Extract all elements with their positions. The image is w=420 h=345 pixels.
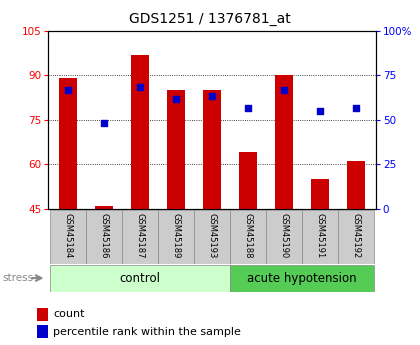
Text: percentile rank within the sample: percentile rank within the sample <box>53 327 241 336</box>
Bar <box>37 308 47 321</box>
Text: GSM45189: GSM45189 <box>172 214 181 259</box>
Bar <box>131 55 149 209</box>
Bar <box>338 210 374 264</box>
Text: count: count <box>53 309 85 319</box>
Point <box>245 105 252 111</box>
Bar <box>311 179 329 209</box>
Text: GSM45188: GSM45188 <box>244 213 252 259</box>
Point <box>137 85 144 90</box>
Point <box>353 105 360 111</box>
Point <box>317 108 323 114</box>
Point <box>173 96 179 102</box>
Bar <box>122 210 158 264</box>
Bar <box>50 265 230 292</box>
Text: GDS1251 / 1376781_at: GDS1251 / 1376781_at <box>129 12 291 26</box>
Bar <box>59 78 77 209</box>
Bar <box>95 206 113 209</box>
Bar <box>230 265 374 292</box>
Bar <box>167 90 185 209</box>
Bar <box>302 210 338 264</box>
Text: control: control <box>120 272 160 285</box>
Bar <box>266 210 302 264</box>
Text: stress: stress <box>2 273 33 283</box>
Text: GSM45186: GSM45186 <box>100 213 109 259</box>
Text: GSM45190: GSM45190 <box>280 214 289 259</box>
Bar <box>275 76 293 209</box>
Bar <box>347 161 365 209</box>
Text: GSM45193: GSM45193 <box>207 214 217 259</box>
Text: acute hypotension: acute hypotension <box>247 272 357 285</box>
Text: GSM45192: GSM45192 <box>352 214 361 259</box>
Bar <box>50 210 86 264</box>
Bar <box>86 210 122 264</box>
Bar <box>239 152 257 209</box>
Point <box>281 88 287 93</box>
Point <box>101 120 108 126</box>
Text: GSM45187: GSM45187 <box>136 213 144 259</box>
Point <box>209 93 215 99</box>
Bar <box>230 210 266 264</box>
Point <box>65 88 71 93</box>
Bar <box>203 90 221 209</box>
Bar <box>194 210 230 264</box>
Bar <box>158 210 194 264</box>
Bar <box>37 325 47 338</box>
Text: GSM45184: GSM45184 <box>63 214 73 259</box>
Text: GSM45191: GSM45191 <box>315 214 325 259</box>
